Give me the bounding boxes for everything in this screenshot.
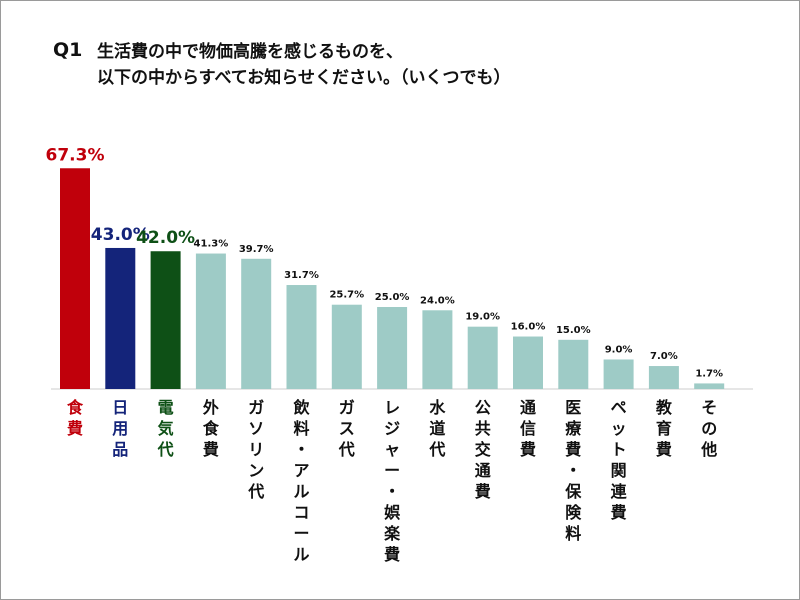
question-number: Q1 [53, 39, 83, 61]
category-label-1: 食費 [66, 398, 84, 438]
question-text: 生活費の中で物価高騰を感じるものを、 以下の中からすべてお知らせください。（いく… [97, 39, 510, 91]
bar-10 [467, 326, 498, 389]
bar-12 [558, 339, 589, 389]
category-label-14: 教育費 [656, 398, 673, 459]
value-label-12: 15.0% [556, 325, 591, 336]
category-label-2: 日用品 [112, 398, 128, 459]
value-label-10: 19.0% [465, 312, 500, 323]
category-label-10: 公共交通費 [475, 398, 491, 501]
value-label-7: 25.7% [329, 290, 364, 301]
category-label-11: 通信費 [520, 398, 536, 459]
bar-7 [331, 304, 362, 389]
value-label-2: 43.0% [91, 225, 150, 245]
value-label-1: 67.3% [46, 145, 105, 165]
bar-2 [105, 247, 136, 389]
category-label-4: 外食費 [202, 398, 220, 459]
category-label-13: ペット関連費 [611, 398, 628, 522]
category-label-8: レジャー・娯楽費 [383, 398, 401, 564]
category-label-12: 医療費・保険料 [564, 398, 582, 543]
value-label-5: 39.7% [239, 244, 274, 255]
category-label-6: 飲料・アルコール [292, 398, 310, 564]
value-label-6: 31.7% [284, 270, 319, 281]
bar-15 [694, 383, 725, 389]
value-label-4: 41.3% [194, 239, 229, 250]
bar-5 [241, 258, 272, 389]
bar-11 [513, 336, 543, 389]
value-label-15: 1.7% [695, 368, 723, 379]
bar-6 [286, 285, 317, 389]
value-label-8: 25.0% [375, 292, 410, 303]
value-label-11: 16.0% [511, 322, 546, 333]
bar-9 [422, 310, 453, 389]
bar-13 [603, 359, 634, 389]
category-label-3: 電気代 [157, 398, 174, 459]
bar-1 [60, 168, 90, 389]
category-label-15: その他 [700, 398, 717, 459]
value-label-3: 42.0% [136, 228, 195, 248]
bar-8 [377, 307, 408, 389]
value-label-13: 9.0% [605, 344, 633, 355]
category-label-7: ガス代 [338, 398, 355, 459]
bar-3 [150, 251, 181, 389]
category-label-5: ガソリン代 [247, 398, 264, 501]
bar-14 [648, 366, 679, 389]
value-label-14: 7.0% [650, 351, 678, 362]
bar-4 [195, 253, 226, 389]
question-line-2: 以下の中からすべてお知らせください。（いくつでも） [97, 68, 511, 88]
category-label-9: 水道代 [428, 398, 446, 459]
value-label-9: 24.0% [420, 295, 455, 306]
question-line-1: 生活費の中で物価高騰を感じるものを、 [97, 42, 403, 62]
